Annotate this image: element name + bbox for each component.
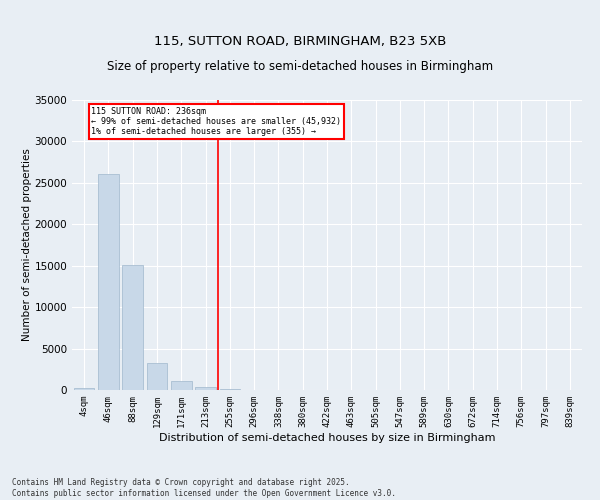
Y-axis label: Number of semi-detached properties: Number of semi-detached properties [22, 148, 32, 342]
X-axis label: Distribution of semi-detached houses by size in Birmingham: Distribution of semi-detached houses by … [159, 432, 495, 442]
Bar [220, 389, 240, 390]
Text: Size of property relative to semi-detached houses in Birmingham: Size of property relative to semi-detach… [107, 60, 493, 73]
Bar [146, 362, 167, 390]
Text: Contains HM Land Registry data © Crown copyright and database right 2025.
Contai: Contains HM Land Registry data © Crown c… [12, 478, 396, 498]
Text: 115 SUTTON ROAD: 236sqm
← 99% of semi-detached houses are smaller (45,932)
1% of: 115 SUTTON ROAD: 236sqm ← 99% of semi-de… [91, 106, 341, 136]
Bar [195, 386, 216, 390]
Bar [98, 174, 119, 390]
Bar [122, 265, 143, 390]
Text: 115, SUTTON ROAD, BIRMINGHAM, B23 5XB: 115, SUTTON ROAD, BIRMINGHAM, B23 5XB [154, 35, 446, 48]
Bar [74, 388, 94, 390]
Bar [171, 382, 191, 390]
